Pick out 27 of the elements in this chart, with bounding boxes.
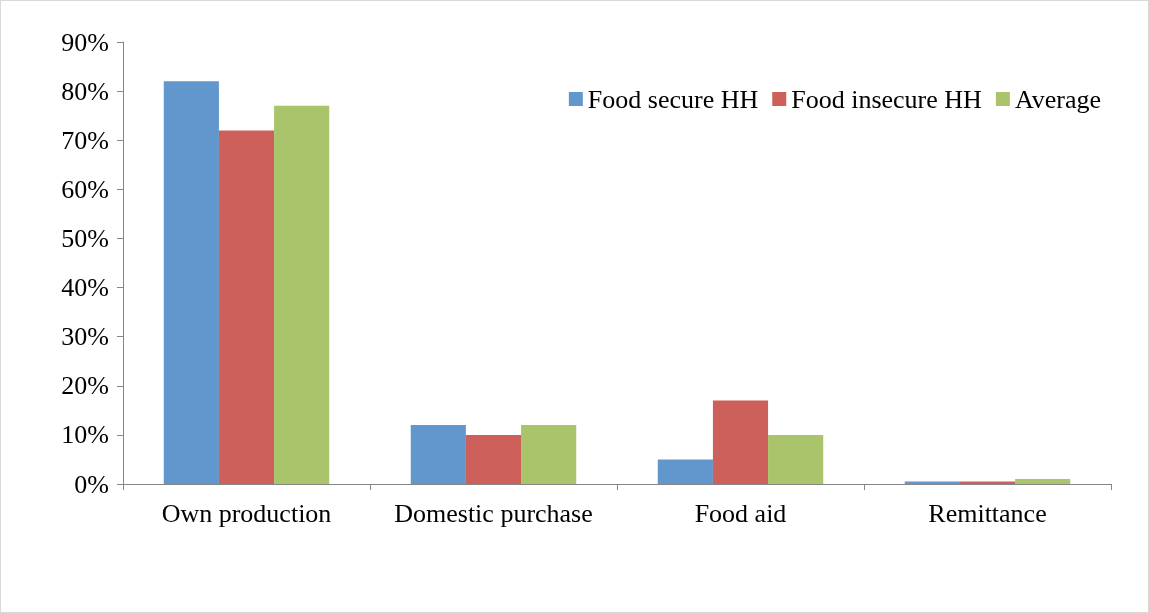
bar (465, 434, 522, 484)
bar (1015, 479, 1071, 484)
y-tick-label: 80% (61, 76, 109, 106)
bar (410, 425, 466, 484)
y-tick-label: 10% (61, 420, 109, 450)
y-tick-label: 0% (74, 469, 109, 499)
y-tick-label: 30% (61, 322, 109, 352)
x-tick-label: Food aid (694, 498, 787, 528)
bar (768, 434, 824, 484)
bar (163, 81, 219, 484)
y-tick-label: 90% (61, 27, 109, 57)
x-tick-label: Domestic purchase (394, 498, 593, 528)
x-tick-label: Own production (161, 498, 332, 528)
y-tick-label: 70% (61, 125, 109, 155)
bar (218, 130, 275, 484)
bar (521, 425, 577, 484)
legend-label: Food secure HH (587, 84, 759, 114)
bar (274, 105, 330, 484)
y-tick-label: 20% (61, 371, 109, 401)
y-tick-label: 60% (61, 174, 109, 204)
bar (657, 459, 713, 484)
legend-label: Average (1014, 84, 1101, 114)
y-tick-label: 40% (61, 273, 109, 303)
legend-label: Food insecure HH (791, 84, 983, 114)
x-tick-label: Remittance (928, 498, 1047, 528)
bar (712, 400, 769, 484)
y-tick-label: 50% (61, 223, 109, 253)
